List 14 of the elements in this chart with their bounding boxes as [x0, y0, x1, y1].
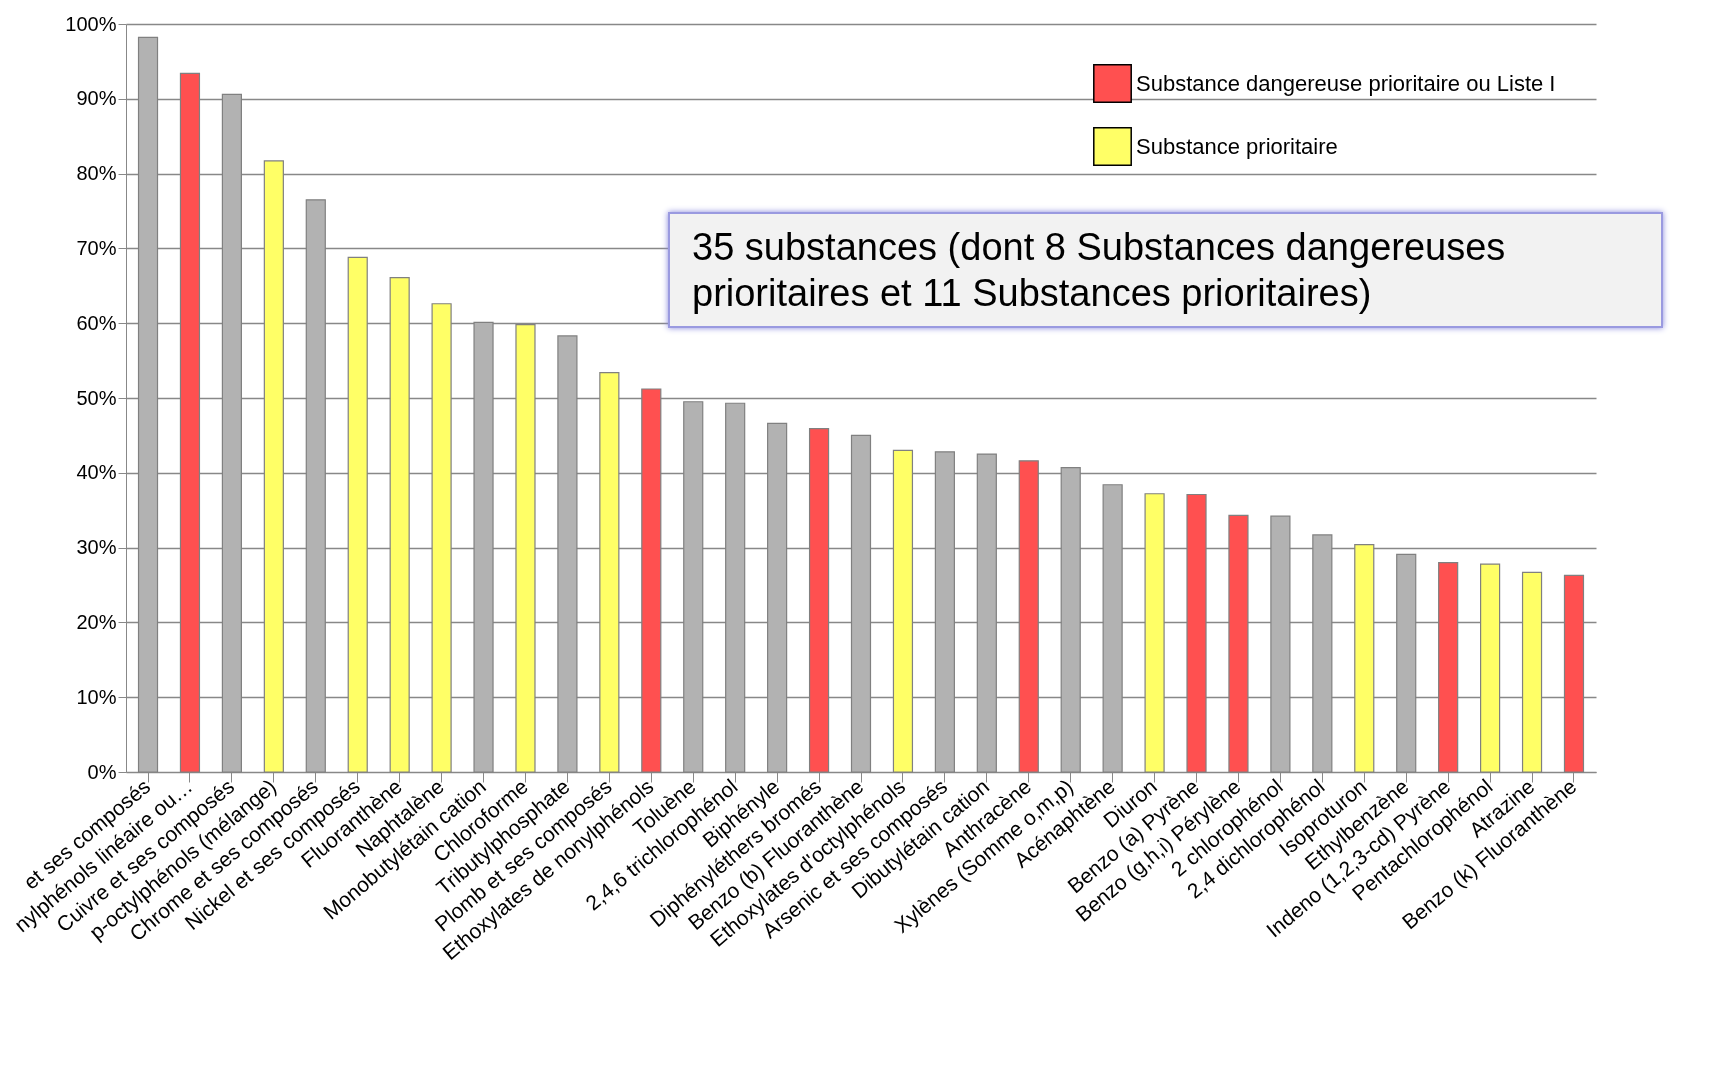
y-tick-label: 80% — [76, 162, 117, 185]
y-tick-label: 70% — [76, 236, 117, 259]
y-tick-label: 20% — [76, 610, 117, 633]
callout-box: 35 substances (dont 8 Substances dangereuses prioritaires et 11 Substances prioritaires) — [668, 212, 1663, 328]
y-tick-label: 60% — [76, 311, 117, 334]
y-tick-label: 0% — [87, 760, 117, 783]
y-tick-label: 10% — [76, 685, 117, 708]
y-tick-label: 90% — [76, 87, 117, 110]
y-tick-label: 50% — [76, 386, 117, 409]
y-tick-label: 30% — [76, 536, 117, 559]
legend-label: Substance dangereuse prioritaire ou Liste I — [1136, 70, 1556, 96]
y-tick-label: 100% — [65, 12, 117, 35]
legend-label: Substance prioritaire — [1136, 133, 1338, 159]
y-tick-label: 40% — [76, 461, 117, 484]
